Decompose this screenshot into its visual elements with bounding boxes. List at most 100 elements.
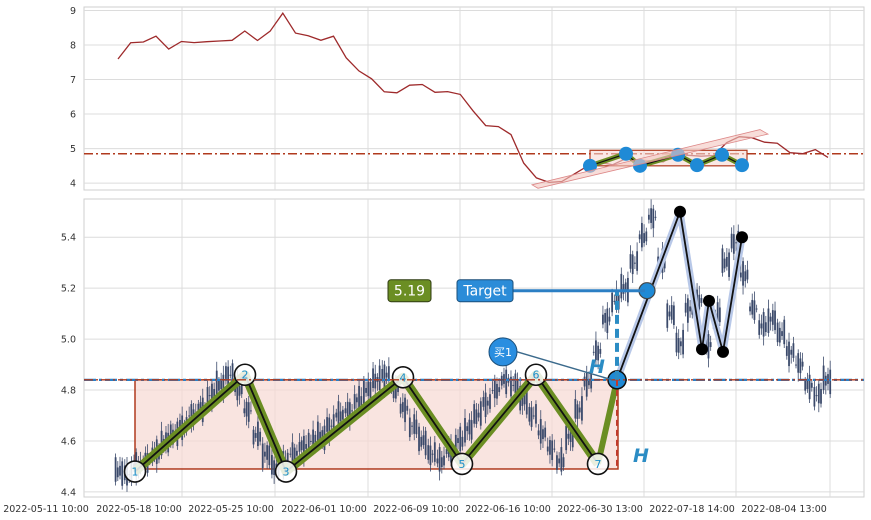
candle-body xyxy=(723,258,726,269)
candle-body xyxy=(264,451,266,457)
candle-body xyxy=(675,332,678,353)
candle-body xyxy=(365,387,367,393)
candle-body xyxy=(549,440,551,455)
candle-body xyxy=(222,374,225,400)
candle-body xyxy=(418,426,420,452)
candle-body xyxy=(672,305,675,326)
candle-body xyxy=(602,314,604,325)
candle-body xyxy=(479,401,482,426)
candle-body xyxy=(215,370,218,396)
zigzag-breakout xyxy=(595,379,620,465)
candle-body xyxy=(746,269,749,280)
candle-body xyxy=(808,374,811,400)
candle-body xyxy=(459,426,462,452)
candle-body xyxy=(473,404,476,424)
candle-body xyxy=(302,435,305,461)
candle-body xyxy=(179,419,181,430)
candle-body xyxy=(500,375,503,386)
candle-body xyxy=(760,323,763,329)
candle-body xyxy=(608,316,611,322)
candle-body xyxy=(744,271,747,282)
candle-body xyxy=(574,398,577,419)
candle-body xyxy=(257,421,259,447)
candle-body xyxy=(236,375,239,401)
candle-body xyxy=(521,396,524,406)
pivot-circle-3 xyxy=(274,460,298,483)
candle-body xyxy=(592,351,595,353)
pivot-label-7: 7 xyxy=(595,458,602,471)
candle-body xyxy=(806,379,809,390)
candle-body xyxy=(528,406,531,422)
candle-body xyxy=(611,292,614,313)
candle-body xyxy=(567,433,570,439)
candle-body xyxy=(537,430,540,436)
x-tick-5: 2022-06-16 10:00 xyxy=(465,504,551,515)
candle-body xyxy=(663,258,666,269)
candle-body xyxy=(753,300,756,320)
candle-body xyxy=(286,452,289,468)
zigzag-pattern: 1 2 3 4 5 6 7 xyxy=(123,363,620,483)
candle-body xyxy=(496,383,498,399)
candle-body xyxy=(551,440,554,461)
candle-body xyxy=(433,442,436,462)
candle-body xyxy=(556,455,558,470)
candle-body xyxy=(792,343,795,358)
candle-body xyxy=(569,427,572,442)
buy-marker xyxy=(488,337,518,367)
candle-body xyxy=(716,302,719,322)
candle-body xyxy=(645,231,648,242)
candle-body xyxy=(597,345,600,361)
candle-body xyxy=(387,366,390,381)
target-value-text: 5.19 xyxy=(394,284,425,300)
candle-body xyxy=(785,346,788,356)
candle-body xyxy=(558,458,561,464)
x-tick-labels: 2022-05-11 10:00 2022-05-18 10:00 2022-05-… xyxy=(3,504,827,515)
candle-body xyxy=(585,372,588,397)
candle-body xyxy=(571,427,574,448)
candle-body xyxy=(406,405,409,411)
candle-body xyxy=(813,386,816,407)
candle-body xyxy=(516,378,519,394)
candle-body xyxy=(742,261,744,286)
wave-point-3 xyxy=(717,345,729,358)
wave-line xyxy=(616,208,743,381)
top-trend-arrow xyxy=(530,129,770,189)
top-pivot-marker-4 xyxy=(690,158,704,173)
candle-body xyxy=(560,447,563,472)
top-y-tick-0: 4 xyxy=(70,179,76,190)
candle-body xyxy=(604,313,607,323)
candle-body xyxy=(475,409,478,425)
bottom-y-tick-2: 4.8 xyxy=(61,386,76,397)
candle-body xyxy=(401,402,404,412)
candle-body xyxy=(815,395,818,397)
candle-body xyxy=(208,395,211,397)
candle-body xyxy=(606,308,609,333)
pivot-circle-5 xyxy=(450,452,474,476)
candle-body xyxy=(613,300,616,302)
candle-body xyxy=(436,458,439,464)
buy-marker-text: 买1 xyxy=(494,346,512,359)
pivot-circle-1 xyxy=(123,460,147,483)
candle-body xyxy=(677,338,680,353)
wave-overlay xyxy=(607,205,748,390)
candle-body xyxy=(732,234,735,254)
candle-body xyxy=(512,384,515,386)
top-pivot-marker-0 xyxy=(583,158,597,173)
candle-body xyxy=(523,394,526,405)
candle-body xyxy=(565,425,568,451)
candle-body xyxy=(240,384,243,395)
candle-body xyxy=(461,436,464,447)
candle-body xyxy=(199,402,202,412)
candle-body xyxy=(728,252,730,277)
candle-body xyxy=(348,402,351,422)
top-pattern-overlay xyxy=(530,129,770,189)
pivot-circle-4 xyxy=(391,365,415,389)
candle-body xyxy=(707,333,710,359)
candle-body xyxy=(328,417,331,438)
candle-body xyxy=(372,368,374,388)
candle-body xyxy=(206,386,209,407)
candle-body xyxy=(797,353,800,373)
candle-body xyxy=(309,440,312,442)
candle-body xyxy=(751,299,754,315)
candle-body xyxy=(413,414,416,434)
